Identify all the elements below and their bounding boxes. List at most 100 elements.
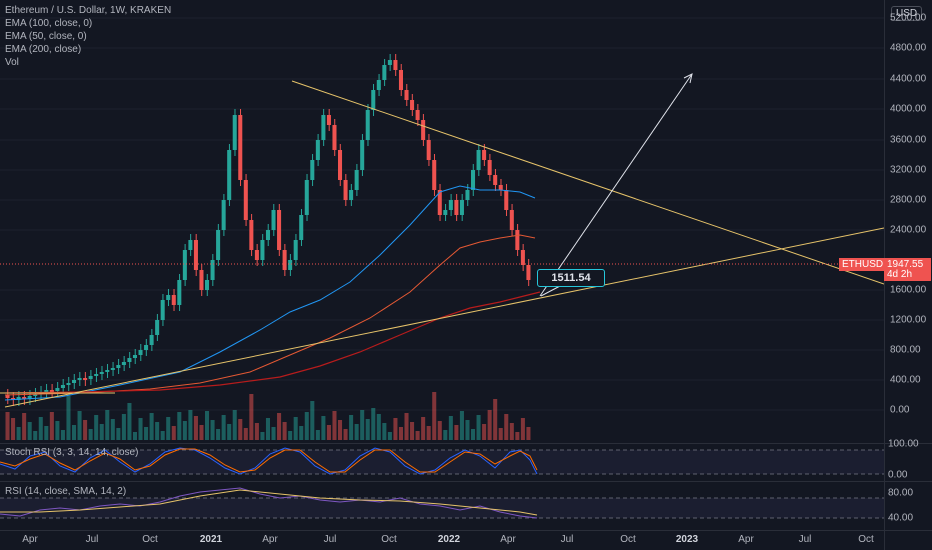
volume-bar (144, 427, 148, 440)
candle-body (410, 100, 414, 110)
candle-body (443, 210, 447, 215)
price-grid (0, 18, 884, 410)
volume-bar (55, 421, 59, 440)
candle-body (66, 383, 70, 385)
candle-body (105, 370, 109, 372)
stoch-tick-100: 100.00 (884, 439, 919, 450)
candle-body (233, 115, 237, 150)
volume-bar (166, 417, 170, 440)
candle-body (72, 380, 76, 383)
symbol-tag: ETHUSD (839, 258, 886, 271)
candle-body (78, 378, 82, 380)
candle-body (477, 150, 481, 170)
volume-bar (521, 418, 525, 440)
price-annotation-box[interactable]: 1511.54 (537, 269, 605, 287)
candle-body (111, 368, 115, 370)
candle-body (211, 260, 215, 280)
candle-body (449, 200, 453, 210)
candle-body (327, 115, 331, 125)
candle-body (377, 80, 381, 90)
volume-bar (488, 410, 492, 440)
candle-body (161, 300, 165, 320)
candle-body (316, 140, 320, 160)
volume-bar (199, 425, 203, 440)
volume-bar (17, 427, 21, 440)
main-chart[interactable] (0, 0, 884, 442)
volume-bar (526, 427, 530, 440)
legend-vol[interactable]: Vol (5, 57, 19, 69)
volume-bar (122, 414, 126, 440)
candle-body (127, 358, 131, 362)
candle-body (416, 110, 420, 120)
volume-bar (515, 432, 519, 440)
time-tick: Apr (738, 534, 754, 545)
candle-body (238, 115, 242, 180)
volume-bar (493, 399, 497, 440)
volume-bar (61, 430, 65, 440)
volume-bar (194, 416, 198, 440)
candle-body (89, 376, 93, 379)
candle-body (249, 220, 253, 250)
price-tick: 0.00 (884, 405, 909, 416)
volume-bar (100, 424, 104, 440)
candle-body (388, 60, 392, 65)
time-tick: Jul (799, 534, 812, 545)
volume-bar (272, 427, 276, 440)
volume-bar (288, 431, 292, 440)
legend-ema200[interactable]: EMA (200, close) (5, 44, 81, 56)
candle-body (344, 180, 348, 200)
volume-bar (344, 429, 348, 440)
volume-bar (44, 426, 48, 440)
price-tick: 1200.00 (884, 315, 926, 326)
candle-body (116, 365, 120, 368)
time-tick: 2021 (200, 534, 222, 545)
price-tick: 3600.00 (884, 135, 926, 146)
candle-body (432, 160, 436, 190)
volume-bar (177, 412, 181, 440)
legend-ema50[interactable]: EMA (50, close, 0) (5, 31, 87, 43)
price-tick: 3200.00 (884, 165, 926, 176)
candle-body (382, 65, 386, 80)
candle-body (360, 140, 364, 170)
candle-body (94, 374, 98, 376)
volume-bar (349, 415, 353, 440)
volume-bar (127, 403, 131, 440)
volume-bar (416, 431, 420, 440)
volume-bar (393, 418, 397, 440)
legend-symbol[interactable]: Ethereum / U.S. Dollar, 1W, KRAKEN (5, 5, 171, 17)
volume-bar (482, 424, 486, 440)
volume-bar (294, 417, 298, 440)
candle-body (465, 190, 469, 200)
time-tick: Jul (324, 534, 337, 545)
price-tick: 4800.00 (884, 43, 926, 54)
volume-bar (94, 415, 98, 440)
stoch-tick-0: 0.00 (884, 470, 907, 481)
volume-bar (233, 410, 237, 440)
time-tick: Apr (22, 534, 38, 545)
candle-body (521, 250, 525, 265)
volume-bar (105, 410, 109, 440)
candle-body (222, 200, 226, 230)
volume-bar (449, 416, 453, 440)
volume-bar (50, 412, 54, 440)
rsi-chart (0, 482, 884, 530)
candle-body (349, 190, 353, 200)
candle-body (266, 230, 270, 240)
volume-bar (83, 420, 87, 440)
candle-body (371, 90, 375, 110)
candle-body (55, 388, 59, 391)
volume-bar (116, 428, 120, 440)
legend-ema100[interactable]: EMA (100, close, 0) (5, 18, 92, 30)
ema50-line (5, 186, 535, 400)
volume-bar (499, 428, 503, 440)
volume-bar (460, 411, 464, 440)
candle-body (366, 110, 370, 140)
volume-bar (183, 421, 187, 440)
time-tick: Oct (858, 534, 874, 545)
volume-bar (133, 432, 137, 440)
candle-body (471, 170, 475, 190)
volume-bar (211, 420, 215, 440)
candle-body (332, 125, 336, 150)
candle-body (244, 180, 248, 220)
volume-bar (260, 432, 264, 440)
